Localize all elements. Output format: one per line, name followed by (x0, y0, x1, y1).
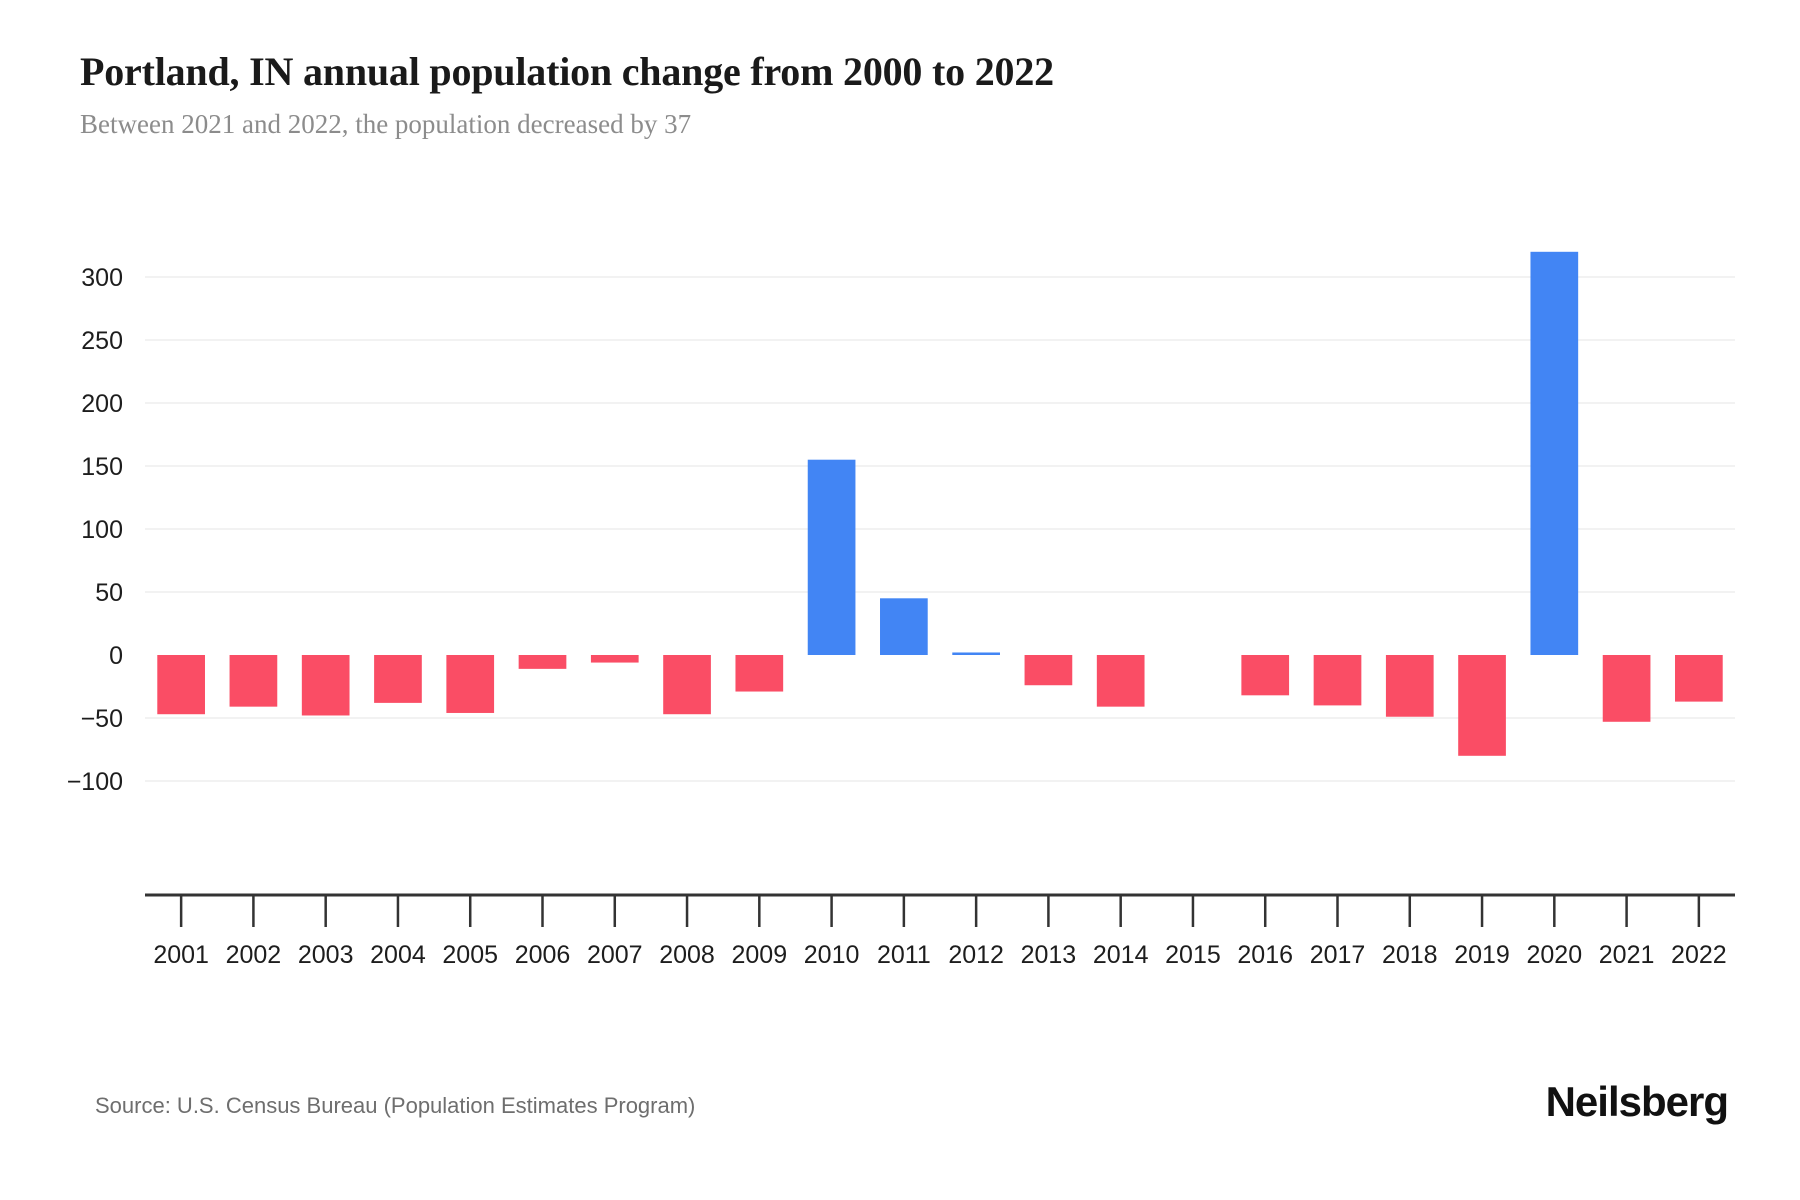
x-axis-tick-label: 2020 (1527, 941, 1583, 969)
x-axis-tick-label: 2013 (1021, 941, 1077, 969)
y-axis-tick-label: 250 (81, 327, 123, 355)
bar-2019[interactable] (1458, 655, 1506, 756)
bar-2016[interactable] (1241, 655, 1290, 696)
x-axis-tick-label: 2012 (948, 941, 1004, 969)
brand-logo: Neilsberg (1545, 1078, 1729, 1125)
gridlines-group (145, 276, 1735, 782)
bar-2014[interactable] (1096, 655, 1145, 707)
source-note: Source: U.S. Census Bureau (Population E… (95, 1093, 696, 1118)
bar-2007[interactable] (590, 655, 639, 663)
x-axis-tick-label: 2021 (1599, 941, 1655, 969)
bar-2004[interactable] (374, 655, 422, 703)
y-axis-tick-label: 50 (95, 579, 123, 607)
x-axis-tick-label: 2015 (1165, 941, 1221, 969)
bar-2008[interactable] (663, 655, 711, 715)
y-axis-ticks-group: −100 −50 0 50 100 150 200 250 300 (67, 264, 123, 796)
x-axis-tick-label: 2007 (587, 941, 643, 969)
x-axis-tick-label: 2022 (1671, 941, 1727, 969)
bar-2022[interactable] (1675, 655, 1723, 702)
y-axis-tick-label: −50 (81, 705, 123, 733)
x-axis-tick-label: 2019 (1454, 941, 1510, 969)
x-axis-tick-label: 2004 (370, 941, 426, 969)
x-axis-group (145, 893, 1735, 927)
y-axis-tick-label: 200 (81, 390, 123, 418)
y-axis-tick-label: 150 (81, 453, 123, 481)
x-axis-labels-group: 2001 2002 2003 2004 2005 2006 2007 2008 2009 2010… (153, 941, 1726, 969)
y-axis-tick-label: 100 (81, 516, 123, 544)
bar-2011[interactable] (880, 598, 928, 655)
x-axis-tick-label: 2005 (442, 941, 498, 969)
bars-group (157, 251, 1723, 756)
y-axis-tick-label: 0 (109, 642, 123, 670)
bar-2021[interactable] (1602, 655, 1651, 722)
bar-2010[interactable] (807, 459, 856, 655)
x-axis-tick-label: 2008 (659, 941, 715, 969)
bar-2012[interactable] (952, 652, 1000, 655)
bar-2017[interactable] (1313, 655, 1362, 706)
bar-2002[interactable] (229, 655, 278, 707)
x-axis-tick-label: 2002 (226, 941, 282, 969)
x-axis-tick-label: 2011 (877, 941, 931, 969)
y-axis-tick-label: 300 (81, 264, 123, 292)
page-title: Portland, IN annual population change fr… (80, 49, 1054, 94)
x-axis-tick-label: 2009 (732, 941, 788, 969)
x-axis-tick-label: 2003 (298, 941, 354, 969)
bar-2003[interactable] (301, 655, 350, 716)
bar-2006[interactable] (518, 655, 567, 669)
bar-2018[interactable] (1385, 655, 1434, 717)
bar-2001[interactable] (157, 655, 205, 715)
x-axis-tick-label: 2018 (1382, 941, 1438, 969)
y-axis-tick-label: −100 (67, 768, 123, 796)
chart-subtitle: Between 2021 and 2022, the population de… (80, 109, 692, 140)
x-axis-tick-label: 2001 (153, 941, 209, 969)
x-axis-tick-label: 2016 (1237, 941, 1293, 969)
bar-2005[interactable] (446, 655, 495, 713)
bar-2013[interactable] (1024, 655, 1073, 686)
x-axis-tick-label: 2006 (515, 941, 571, 969)
bar-2020[interactable] (1530, 251, 1579, 656)
chart-header: Portland, IN annual population change fr… (80, 48, 1720, 141)
bar-2009[interactable] (735, 655, 784, 692)
x-axis-tick-label: 2014 (1093, 941, 1149, 969)
x-axis-tick-label: 2017 (1310, 941, 1366, 969)
x-axis-tick-label: 2010 (804, 941, 860, 969)
